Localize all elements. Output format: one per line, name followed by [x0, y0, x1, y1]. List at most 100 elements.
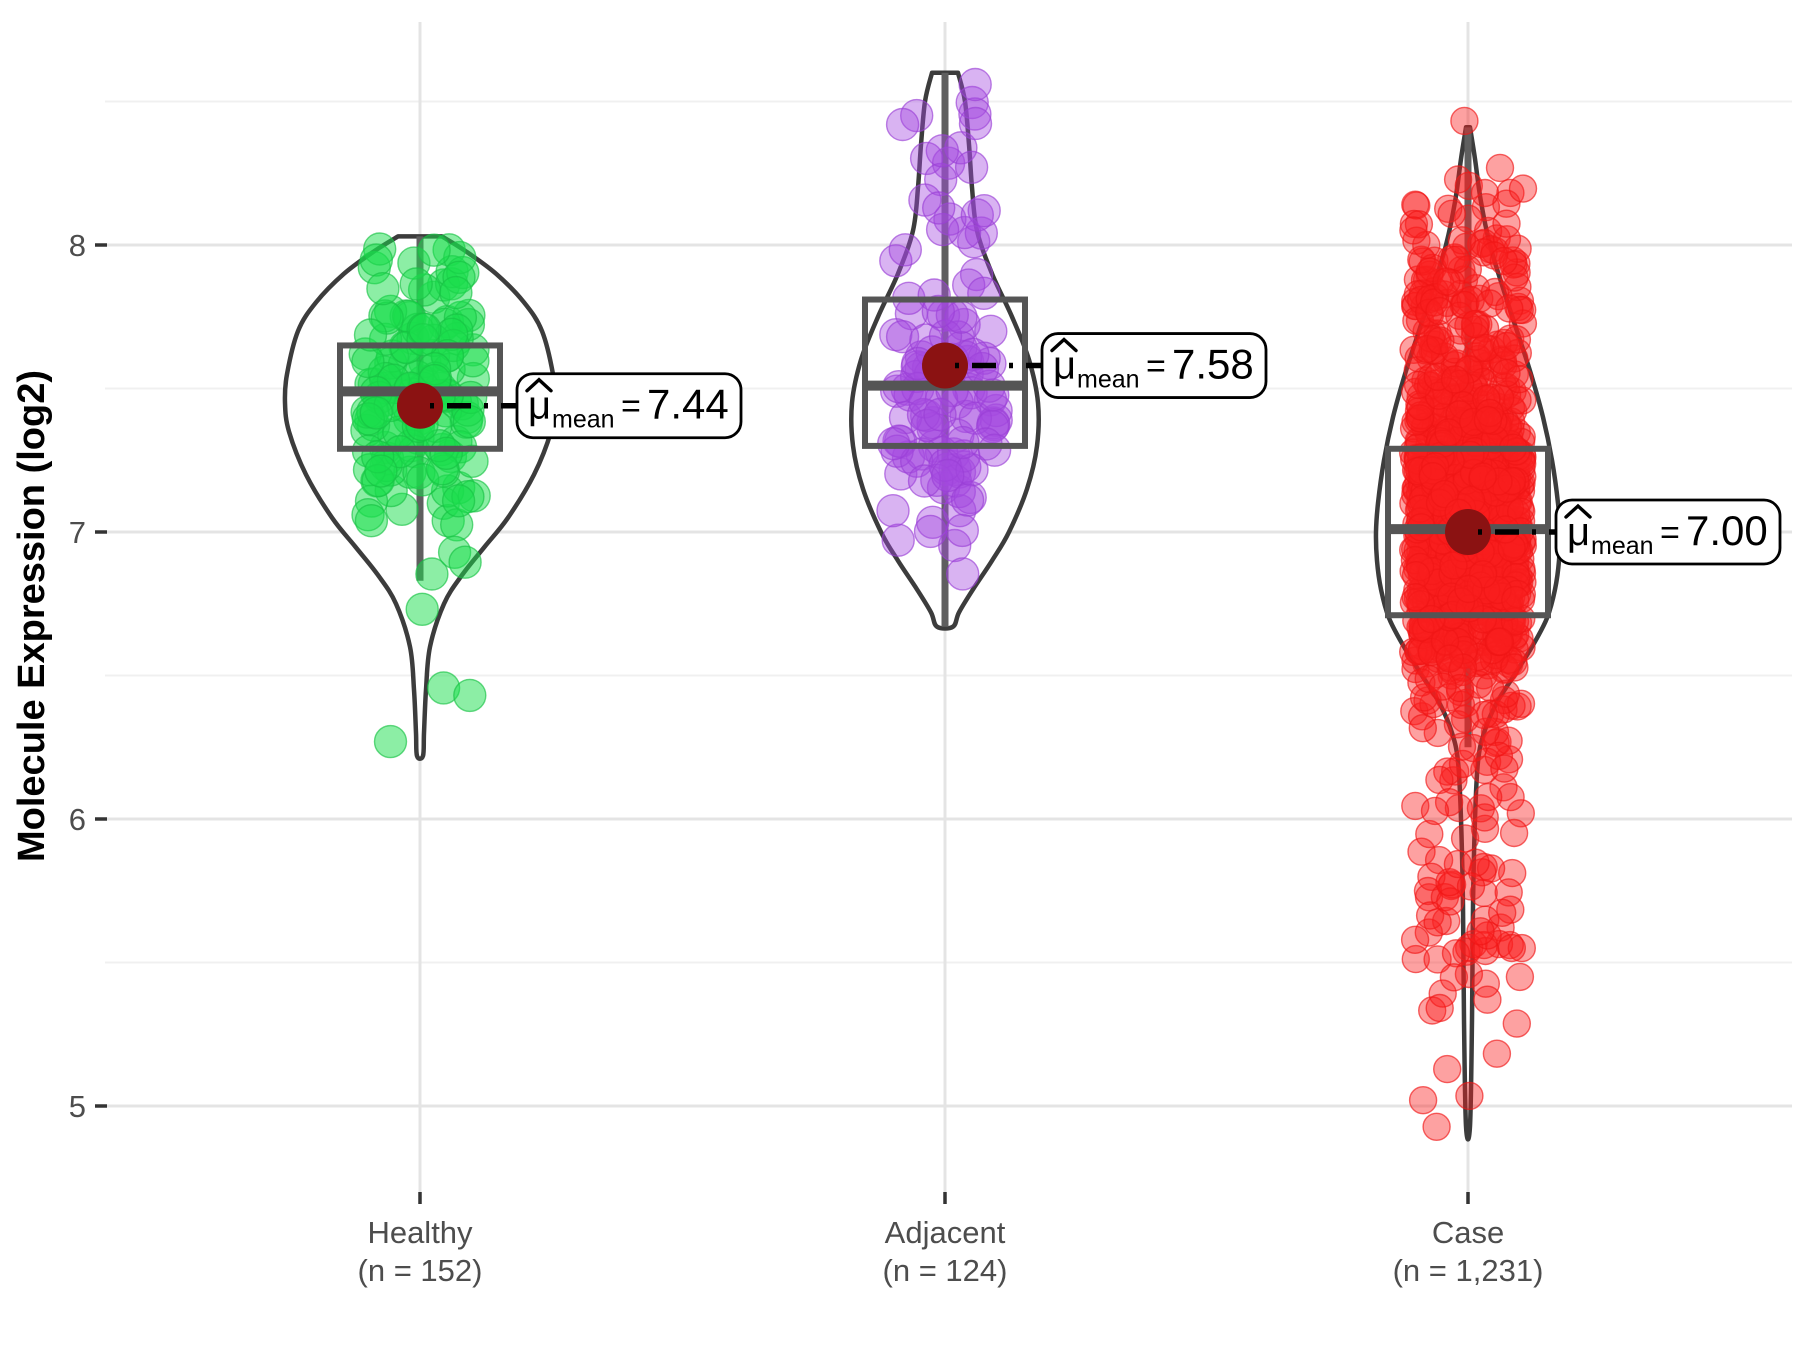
jitter-point: [1463, 642, 1493, 672]
jitter-point: [1502, 1009, 1532, 1038]
jitter-point: [944, 131, 978, 165]
jitter-point: [881, 523, 915, 557]
jitter-point: [946, 557, 980, 591]
jitter-point: [1506, 689, 1536, 718]
jitter-point: [1409, 683, 1439, 712]
jitter-point: [967, 193, 1001, 228]
callout-eq: =: [1146, 348, 1166, 386]
jitter-point: [1472, 384, 1501, 413]
jitter-point: [1497, 933, 1527, 963]
box-adjacent: [862, 296, 1028, 449]
mean-point-case: [1445, 509, 1491, 555]
jitter-point: [1432, 267, 1461, 296]
jitter-point: [1438, 559, 1467, 588]
jitter-point: [925, 134, 959, 168]
jitter-point: [1460, 309, 1490, 339]
callout-sub: mean: [552, 406, 615, 434]
jitter-point: [955, 85, 989, 120]
jitter-point: [921, 294, 955, 329]
jitter-point: [1460, 322, 1490, 351]
group-adjacent: [849, 67, 1041, 631]
jitter-point: [1439, 551, 1468, 580]
jitter-point: [1402, 191, 1431, 220]
jitter-point: [1475, 673, 1505, 702]
jitter-point: [1399, 216, 1428, 245]
jitter-point: [366, 272, 400, 306]
jitter-point: [977, 433, 1012, 467]
jitter-point: [1408, 1085, 1438, 1115]
jitter-point: [1400, 925, 1430, 954]
callout-box-case: [1554, 498, 1782, 566]
x-tick-label-n-case: (n = 1,231): [1393, 1253, 1544, 1288]
jitter-point: [1470, 178, 1500, 208]
group-case: [1373, 106, 1563, 1142]
callout-eq: =: [621, 388, 641, 426]
jitter-point: [415, 557, 449, 591]
jitter-point: [1471, 969, 1501, 998]
jitter-point: [1490, 754, 1519, 783]
jitter-point: [453, 678, 487, 713]
jitter-point: [917, 278, 951, 312]
jitter-point: [1401, 561, 1431, 590]
jitter-point: [1473, 405, 1503, 435]
jitter-point: [922, 191, 956, 225]
jitter-point: [910, 408, 944, 443]
jitter-point: [1419, 288, 1449, 317]
jitter-point: [1485, 627, 1515, 656]
jitter-point: [429, 436, 463, 470]
jitter-point: [1407, 668, 1436, 697]
jitter-point: [1425, 488, 1455, 518]
jitter-point: [1439, 963, 1469, 992]
jitter-point: [1501, 585, 1530, 615]
jitter-point: [958, 97, 992, 131]
jitter-point: [359, 243, 393, 277]
jitter-point: [448, 545, 482, 579]
callout-box-healthy: [515, 372, 743, 440]
jitter-point: [1450, 106, 1479, 136]
jitter-point: [1405, 552, 1435, 582]
jitter-point: [1445, 400, 1474, 429]
jitter-point: [1435, 644, 1464, 673]
x-tick-label-n-adjacent: (n = 124): [883, 1253, 1008, 1288]
jitter-point: [1423, 908, 1452, 937]
jitter-point: [1484, 467, 1513, 496]
jitter-point: [1447, 732, 1477, 761]
jitter-point: [923, 397, 957, 432]
y-tick-label: 5: [69, 1089, 86, 1124]
y-tick-label: 6: [69, 802, 86, 837]
jitter-point: [888, 233, 922, 267]
jitter-point: [1475, 289, 1505, 318]
jitter-point: [946, 425, 980, 460]
jitter-point: [1456, 872, 1486, 901]
jitter-point: [1437, 199, 1466, 229]
jitter-point: [1441, 939, 1471, 968]
jitter-point: [1418, 462, 1448, 491]
x-tick-label-adjacent: Adjacent: [885, 1215, 1006, 1250]
box-healthy: [337, 342, 503, 452]
jitter-point: [1468, 560, 1498, 589]
jitter-point: [879, 244, 913, 278]
jitter-point: [1434, 418, 1463, 447]
jitter-point: [1426, 326, 1455, 355]
jitter-point: [1481, 700, 1511, 729]
jitter-point: [1482, 1039, 1512, 1068]
jitter-point: [1495, 294, 1524, 323]
jitter-point: [1433, 757, 1462, 786]
jitter-point: [1473, 782, 1503, 812]
y-axis-title: Molecule Expression (log2): [11, 370, 53, 862]
jitter-point: [1489, 246, 1518, 276]
jitter-point: [1428, 979, 1457, 1008]
y-tick-label: 7: [69, 515, 86, 550]
y-tick-label: 8: [69, 228, 86, 263]
jitter-point: [967, 276, 1001, 310]
jitter-point: [1451, 288, 1480, 317]
group-healthy: [282, 232, 558, 761]
jitter-point: [977, 408, 1011, 442]
jitter-point: [1485, 153, 1515, 183]
jitter-point: [1483, 575, 1512, 605]
axis-labels: 8 7 6 5 Healthy(n = 152) Adjacent(n = 124) Cas…: [11, 228, 1543, 1288]
jitter-point: [1458, 407, 1488, 437]
jitter-point: [1505, 962, 1535, 992]
callout-value: 7.58: [1172, 341, 1254, 388]
